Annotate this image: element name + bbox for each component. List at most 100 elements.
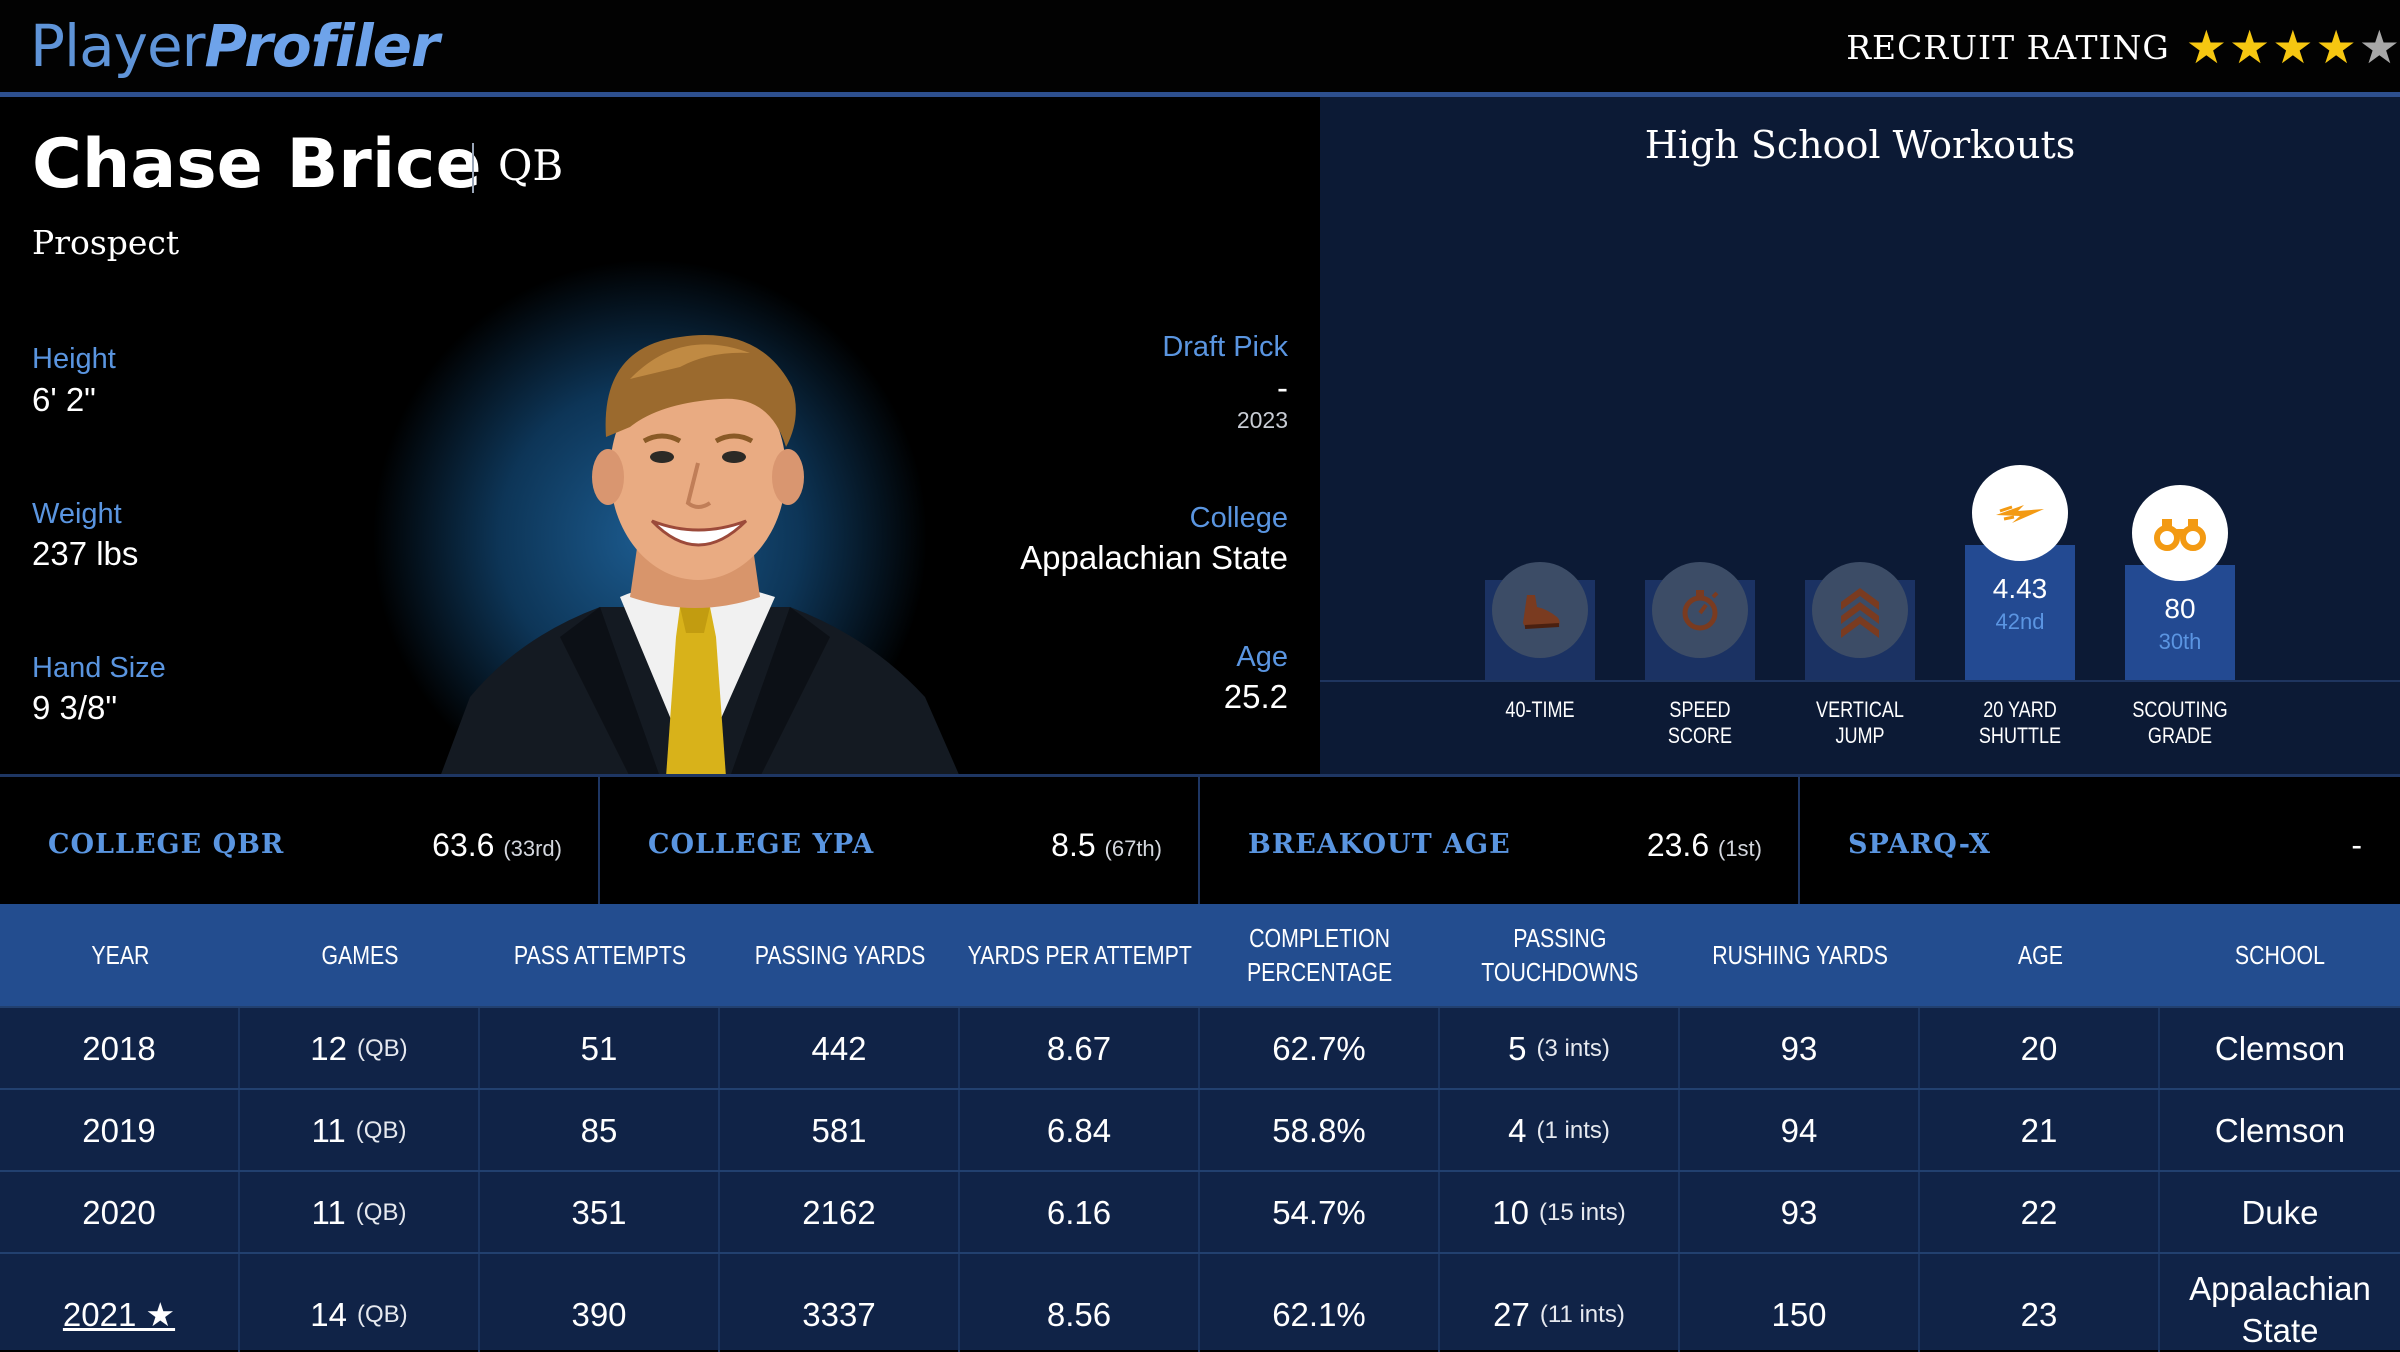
column-header[interactable]: YEAR — [0, 904, 240, 1006]
touchdowns-cell: 4 (1 ints) — [1440, 1090, 1680, 1172]
weight-label: Weight — [32, 498, 122, 530]
year-cell-value: 2020 — [82, 1194, 156, 1231]
metric-label[interactable]: COLLEGE QBR — [48, 829, 285, 860]
workout-badge[interactable] — [1812, 562, 1908, 658]
column-header[interactable]: PASSING YARDS — [720, 904, 960, 1006]
touchdowns-cell-note: (11 ints) — [1539, 1301, 1625, 1328]
games-cell-value: 11 — [311, 1194, 346, 1231]
completion-cell: 62.1% — [1200, 1254, 1440, 1352]
column-header-label: PASS ATTEMPTS — [513, 940, 687, 970]
column-header-label: SCHOOL — [2234, 940, 2326, 970]
ypa-cell-value: 8.56 — [1046, 1296, 1112, 1333]
completion-cell: 62.7% — [1200, 1008, 1440, 1090]
ypa-cell-value: 6.16 — [1046, 1194, 1112, 1231]
year-cell: 2020 — [0, 1172, 240, 1254]
workout-bar — [1965, 545, 2075, 680]
rushing-cell-value: 94 — [1780, 1112, 1818, 1149]
attempts-cell-value: 85 — [580, 1112, 618, 1149]
games-cell-value: 12 — [310, 1030, 348, 1067]
column-header-label: RUSHING YARDS — [1712, 940, 1888, 970]
workout-badge[interactable] — [2132, 485, 2228, 581]
age-cell: 21 — [1920, 1090, 2160, 1172]
college-label: College — [1189, 502, 1288, 534]
name-divider — [472, 143, 474, 193]
metric-label[interactable]: SPARQ-X — [1848, 829, 1991, 860]
metric-rank: (67th) — [1104, 836, 1162, 861]
workouts-title: High School Workouts — [1644, 123, 2076, 167]
table-row: 2018 12 (QB) 51 442 8.67 62.7% 5 (3 ints) 93 20 Cle… — [0, 1006, 2400, 1090]
year-cell[interactable]: 2021 ★ — [0, 1254, 240, 1352]
draft-pick-label: Draft Pick — [1162, 331, 1288, 363]
attempts-cell-value: 351 — [571, 1194, 627, 1231]
age-cell: 23 — [1920, 1254, 2160, 1352]
workout-badge[interactable] — [1652, 562, 1748, 658]
completion-cell-value: 62.7% — [1272, 1030, 1366, 1067]
games-cell-note: (QB) — [357, 1301, 408, 1328]
touchdowns-cell: 27 (11 ints) — [1440, 1254, 1680, 1352]
ypa-cell: 6.84 — [960, 1090, 1200, 1172]
yards-cell-value: 2162 — [802, 1194, 876, 1231]
workout-rank: 42nd — [1995, 609, 2045, 634]
games-cell-note: (QB) — [355, 1117, 407, 1144]
player-profile-panel: Chase Brice QB Prospect Height 6' 2" Wei… — [0, 97, 1320, 774]
season-link[interactable]: 2021 ★ — [62, 1296, 176, 1333]
age-value: 25.2 — [1223, 678, 1288, 715]
column-header[interactable]: RUSHING YARDS — [1680, 904, 1920, 1006]
age-label: Age — [1236, 641, 1288, 673]
ypa-cell: 8.56 — [960, 1254, 1200, 1352]
workout-label: VERTICAL JUMP — [1816, 697, 1904, 748]
school-name: Appalachian State — [2189, 1270, 2371, 1349]
age-cell-value: 21 — [2020, 1112, 2058, 1149]
metric-value: 63.6 (33rd) — [432, 827, 562, 863]
chevrons-up-icon — [1833, 580, 1887, 640]
yards-cell: 442 — [720, 1008, 960, 1090]
workout-label: SCOUTING GRADE — [2132, 697, 2228, 748]
age-cell: 22 — [1920, 1172, 2160, 1254]
player-position: QB — [498, 141, 564, 190]
workout-badge[interactable] — [1972, 465, 2068, 561]
shoe-icon — [1513, 583, 1567, 637]
recruit-rating: RECRUIT RATING ★★★★★ — [1846, 22, 2400, 72]
age-cell-value: 20 — [2020, 1030, 2058, 1067]
star-icon: ★ — [2358, 20, 2400, 74]
yards-cell: 2162 — [720, 1172, 960, 1254]
attempts-cell: 51 — [480, 1008, 720, 1090]
metric-breakout-age: BREAKOUT AGE 23.6 (1st) — [1200, 777, 1800, 907]
rushing-cell: 93 — [1680, 1008, 1920, 1090]
attempts-cell: 85 — [480, 1090, 720, 1172]
stopwatch-icon — [1673, 583, 1727, 637]
yards-cell-value: 581 — [811, 1112, 867, 1149]
games-cell-note: (QB) — [357, 1035, 408, 1062]
column-header-label: YARDS PER ATTEMPT — [967, 940, 1193, 970]
workout-badge[interactable] — [1492, 562, 1588, 658]
year-cell-value: 2019 — [82, 1112, 156, 1149]
column-header[interactable]: SCHOOL — [2160, 904, 2400, 1006]
year-cell: 2019 — [0, 1090, 240, 1172]
metric-label[interactable]: COLLEGE YPA — [648, 829, 875, 860]
top-bar: PlayerProfiler RECRUIT RATING ★★★★★ — [0, 0, 2400, 97]
brand-logo[interactable]: PlayerProfiler — [30, 12, 440, 80]
metric-label[interactable]: BREAKOUT AGE — [1248, 829, 1511, 860]
metric-rank: (33rd) — [503, 836, 562, 861]
column-header[interactable]: PASS ATTEMPTS — [480, 904, 720, 1006]
height-label: Height — [32, 343, 116, 375]
games-cell-value: 11 — [311, 1112, 346, 1149]
touchdowns-cell-note: (15 ints) — [1539, 1199, 1626, 1226]
column-header[interactable]: YARDS PER ATTEMPT — [960, 904, 1200, 1006]
attempts-cell-value: 390 — [571, 1296, 627, 1333]
column-header[interactable]: COMPLETION PERCENTAGE — [1200, 904, 1440, 1006]
column-header[interactable]: GAMES — [240, 904, 480, 1006]
table-row: 2021 ★ 14 (QB) 390 3337 8.56 62.1% 27 (11 ints) 1… — [0, 1252, 2400, 1352]
games-cell-note: (QB) — [355, 1199, 407, 1226]
ypa-cell-value: 8.67 — [1046, 1030, 1112, 1067]
metric-college-qbr: COLLEGE QBR 63.6 (33rd) — [0, 777, 600, 907]
table-row: 2020 11 (QB) 351 2162 6.16 54.7% 10 (15 ints) 93 2… — [0, 1170, 2400, 1254]
metric-value: - — [2351, 827, 2362, 863]
college-value: Appalachian State — [1020, 539, 1288, 576]
hand-size-label: Hand Size — [32, 652, 166, 684]
column-header[interactable]: AGE — [1920, 904, 2160, 1006]
year-cell-value: 2018 — [82, 1030, 156, 1067]
games-cell: 14 (QB) — [240, 1254, 480, 1352]
column-header[interactable]: PASSING TOUCHDOWNS — [1440, 904, 1680, 1006]
yards-cell: 3337 — [720, 1254, 960, 1352]
